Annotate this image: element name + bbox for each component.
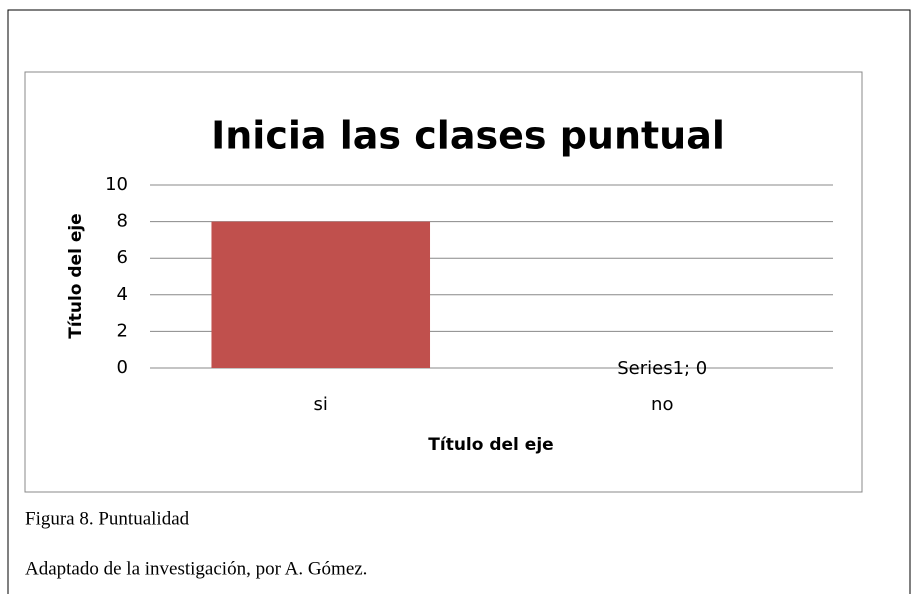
page-frame [7,9,911,594]
caption: Figura 8. Puntualidad [25,508,190,529]
y-tick-label: 0 [117,357,128,378]
data-label: Series1; 0 [617,358,707,379]
y-tick-label: 4 [117,284,128,305]
chart-frame [24,71,863,493]
y-tick-label: 2 [117,320,128,341]
chart-title: Inicia las clases puntual [211,114,725,158]
x-axis-label: Título del eje [428,435,553,455]
x-tick-label: no [651,394,673,415]
note: Adaptado de la investigación, por A. Góm… [25,558,367,579]
y-tick-label: 10 [105,174,128,195]
y-tick-label: 6 [117,247,128,268]
bar [211,221,431,368]
x-tick-label: si [314,394,328,415]
y-tick-label: 8 [117,211,128,232]
y-axis-label: Título del eje [66,213,86,338]
